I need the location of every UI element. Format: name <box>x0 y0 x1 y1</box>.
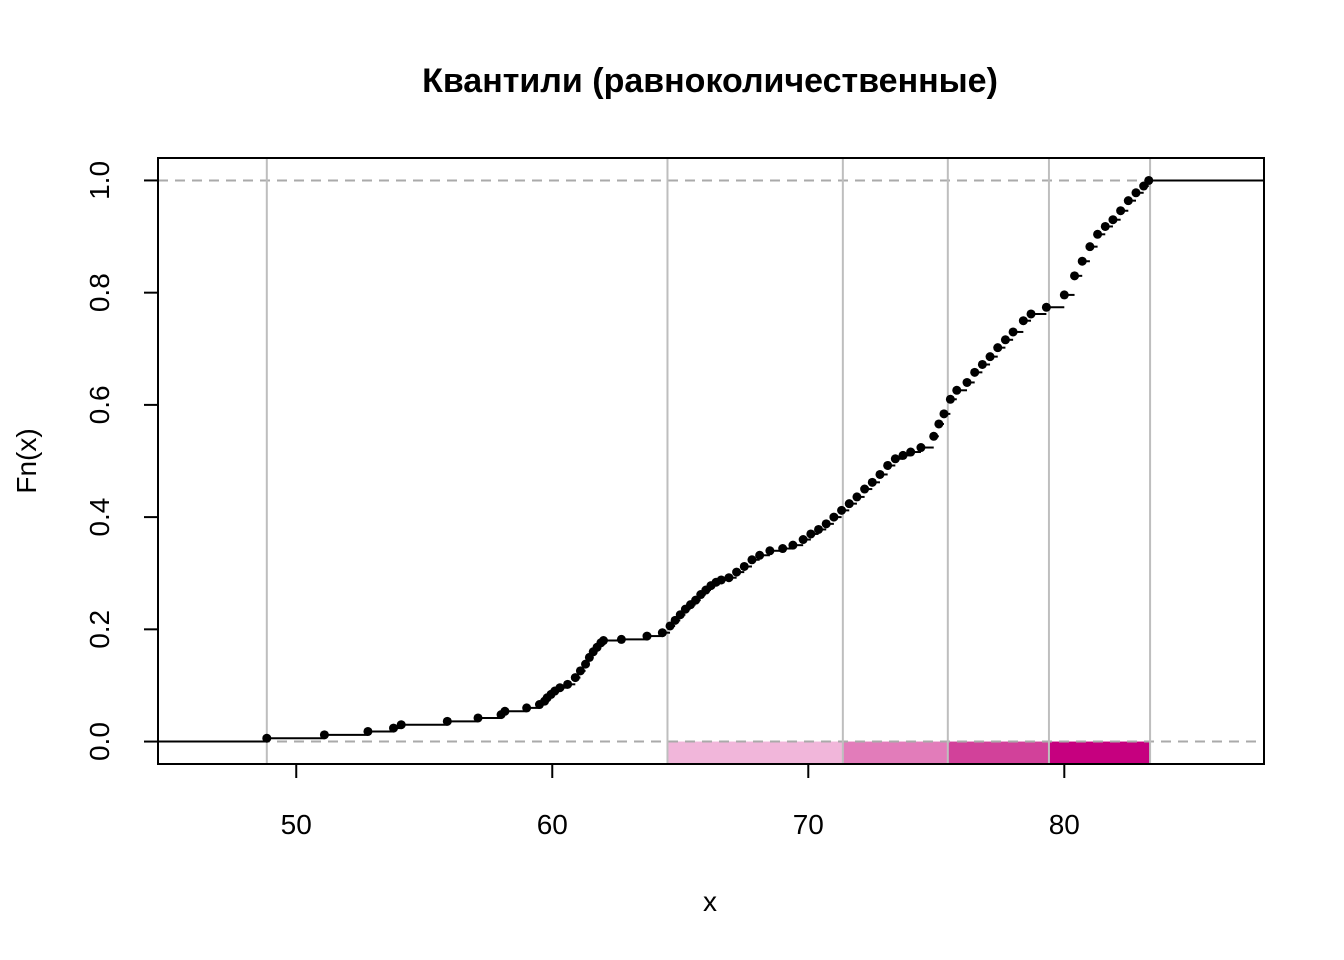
y-tick-label: 0.8 <box>84 273 115 312</box>
ecdf-point <box>642 631 652 641</box>
ecdf-point <box>962 377 972 387</box>
ecdf-point <box>867 477 877 487</box>
ecdf-point <box>860 484 870 494</box>
ecdf-point <box>798 535 808 545</box>
quantile-class-bars <box>266 741 1151 764</box>
ecdf-point <box>1070 271 1080 281</box>
y-tick-label: 0.0 <box>84 722 115 761</box>
ecdf-point <box>1077 256 1087 266</box>
ecdf-point <box>993 343 1003 353</box>
ecdf-point <box>977 359 987 369</box>
y-tick-label: 1.0 <box>84 161 115 200</box>
y-axis-label: Fn(x) <box>11 428 42 493</box>
ecdf-point <box>1008 327 1018 337</box>
ecdf-point <box>844 499 854 509</box>
ecdf-point <box>875 469 885 479</box>
y-tick-label: 0.4 <box>84 498 115 537</box>
quantile-class-bar-4 <box>947 741 1049 764</box>
ecdf-point <box>598 636 608 646</box>
ecdf-point <box>1131 188 1141 198</box>
ecdf-point <box>732 567 742 577</box>
ecdf-point <box>952 385 962 395</box>
ecdf-point <box>563 679 573 689</box>
ecdf-point <box>442 716 452 726</box>
ecdf-point <box>755 550 765 560</box>
plot-frame <box>157 157 1265 765</box>
ecdf-point <box>1085 242 1095 252</box>
ecdf-point <box>1123 196 1133 206</box>
ecdf-point <box>945 394 955 404</box>
quantile-class-bar-1 <box>266 741 668 764</box>
ecdf-point <box>500 706 510 716</box>
ecdf-point <box>396 720 406 730</box>
ecdf-point <box>821 519 831 529</box>
ecdf-point <box>1026 309 1036 319</box>
ecdf-point <box>575 666 585 676</box>
ecdf-point <box>570 673 580 683</box>
ecdf-points <box>262 175 1154 743</box>
quantile-break-lines <box>265 158 1152 764</box>
ecdf-point <box>1116 206 1126 216</box>
y-tick-label: 0.6 <box>84 385 115 424</box>
x-tick-label: 70 <box>793 809 824 840</box>
reference-lines <box>158 179 1264 743</box>
ecdf-point <box>319 730 329 740</box>
ecdf-point <box>985 352 995 362</box>
ecdf-point <box>890 454 900 464</box>
ecdf-point <box>1100 221 1110 231</box>
ecdf-point <box>906 447 916 457</box>
ecdf-point <box>1108 215 1118 225</box>
y-tick-label: 0.2 <box>84 610 115 649</box>
ecdf-point <box>1018 316 1028 326</box>
ecdf-point <box>739 561 749 571</box>
ecdf-point <box>1144 175 1154 185</box>
ecdf-point <box>389 723 399 733</box>
ecdf-point <box>363 726 373 736</box>
chart-title: Квантили (равноколичественные) <box>422 62 998 100</box>
x-tick-label: 80 <box>1049 809 1080 840</box>
ecdf-point <box>829 512 839 522</box>
x-tick-label: 50 <box>281 809 312 840</box>
quantile-class-bar-5 <box>1048 741 1151 764</box>
ecdf-point <box>929 431 939 441</box>
ecdf-point <box>837 505 847 515</box>
x-tick-label: 60 <box>537 809 568 840</box>
y-axis: 0.0 0.2 0.4 0.6 0.8 1.0 <box>84 161 158 761</box>
ecdf-point <box>765 546 775 556</box>
ecdf-point <box>778 544 788 554</box>
ecdf-point <box>716 575 726 585</box>
ecdf-point <box>852 492 862 502</box>
ecdf-point <box>814 524 824 534</box>
ecdf-point <box>970 367 980 377</box>
ecdf-point <box>934 419 944 429</box>
ecdf-step-line <box>158 179 1264 743</box>
ecdf-point <box>1093 229 1103 239</box>
x-axis-label: x <box>703 886 717 917</box>
ecdf-point <box>883 460 893 470</box>
ecdf-point <box>522 703 532 713</box>
ecdf-point <box>1000 335 1010 345</box>
ecdf-point <box>747 555 757 565</box>
quantile-class-bar-3 <box>842 741 948 764</box>
x-axis: 50 60 70 80 <box>281 763 1080 840</box>
ecdf-point <box>581 659 591 669</box>
ecdf-point <box>788 540 798 550</box>
ecdf-point <box>555 683 565 693</box>
ecdf-point <box>1041 302 1051 312</box>
ecdf-point <box>724 573 734 583</box>
ecdf-point <box>939 409 949 419</box>
quantile-class-bar-2 <box>667 741 843 764</box>
ecdf-point <box>806 529 816 539</box>
ecdf-point <box>898 450 908 460</box>
ecdf-point <box>916 443 926 453</box>
ecdf-point <box>1059 290 1069 300</box>
ecdf-point <box>262 733 272 743</box>
ecdf-point <box>657 628 667 638</box>
ecdf-point <box>616 634 626 644</box>
ecdf-point <box>473 713 483 723</box>
